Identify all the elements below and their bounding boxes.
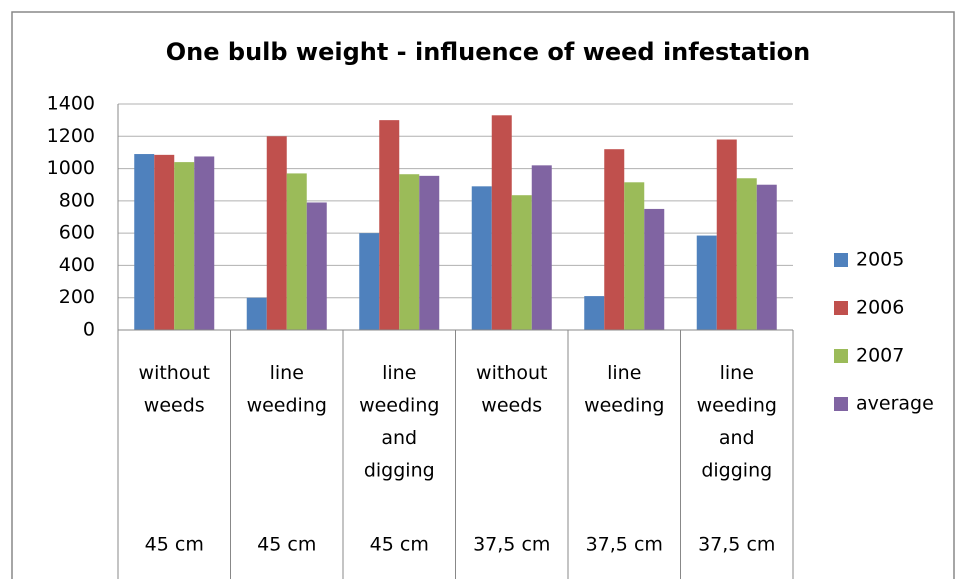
bar xyxy=(419,175,440,330)
y-tick-label: 800 xyxy=(59,189,95,211)
bar xyxy=(491,115,512,330)
bar xyxy=(716,139,737,330)
bar xyxy=(306,202,327,330)
bar xyxy=(511,195,532,330)
legend-swatch xyxy=(834,397,848,411)
legend-label: average xyxy=(856,393,934,415)
bar xyxy=(584,296,605,330)
bar xyxy=(736,178,757,330)
bar xyxy=(286,173,307,330)
bar xyxy=(471,186,492,330)
y-tick-label: 1400 xyxy=(47,93,95,115)
y-tick-label: 0 xyxy=(83,319,95,341)
y-tick-label: 200 xyxy=(59,286,95,308)
y-tick-label: 600 xyxy=(59,222,95,244)
bar xyxy=(266,136,287,330)
bar xyxy=(399,174,420,330)
x-subcategory-label: 45 cm xyxy=(145,534,204,556)
x-tick-label: line weeding xyxy=(584,362,664,417)
x-tick-label: without weeds xyxy=(476,362,547,417)
bar xyxy=(531,165,552,330)
bar xyxy=(604,149,625,330)
legend-label: 2006 xyxy=(856,297,904,319)
bar xyxy=(194,156,215,330)
bar xyxy=(359,233,380,330)
bar xyxy=(174,162,195,330)
bar xyxy=(756,184,777,330)
legend-label: 2005 xyxy=(856,249,904,271)
legend-swatch xyxy=(834,253,848,267)
legend-swatch xyxy=(834,301,848,315)
x-subcategory-label: 45 cm xyxy=(257,534,316,556)
x-tick-label: line weeding and digging xyxy=(359,362,439,482)
chart-title: One bulb weight - influence of weed infe… xyxy=(166,38,810,66)
x-subcategory-label: 37,5 cm xyxy=(473,534,550,556)
y-tick-label: 1000 xyxy=(47,157,95,179)
bar xyxy=(134,154,155,330)
bar xyxy=(154,154,175,330)
y-tick-label: 1200 xyxy=(47,125,95,147)
x-tick-label: line weeding xyxy=(247,362,327,417)
bar xyxy=(246,297,267,330)
x-tick-label: without weeds xyxy=(139,362,210,417)
x-subcategory-label: 37,5 cm xyxy=(586,534,663,556)
legend-label: 2007 xyxy=(856,345,904,367)
y-tick-label: 400 xyxy=(59,254,95,276)
bar xyxy=(624,182,645,330)
bar xyxy=(379,120,400,331)
bar xyxy=(696,235,717,330)
legend-swatch xyxy=(834,349,848,363)
x-subcategory-label: 45 cm xyxy=(370,534,429,556)
x-tick-label: line weeding and digging xyxy=(697,362,777,482)
bar xyxy=(644,208,665,330)
x-subcategory-label: 37,5 cm xyxy=(698,534,775,556)
